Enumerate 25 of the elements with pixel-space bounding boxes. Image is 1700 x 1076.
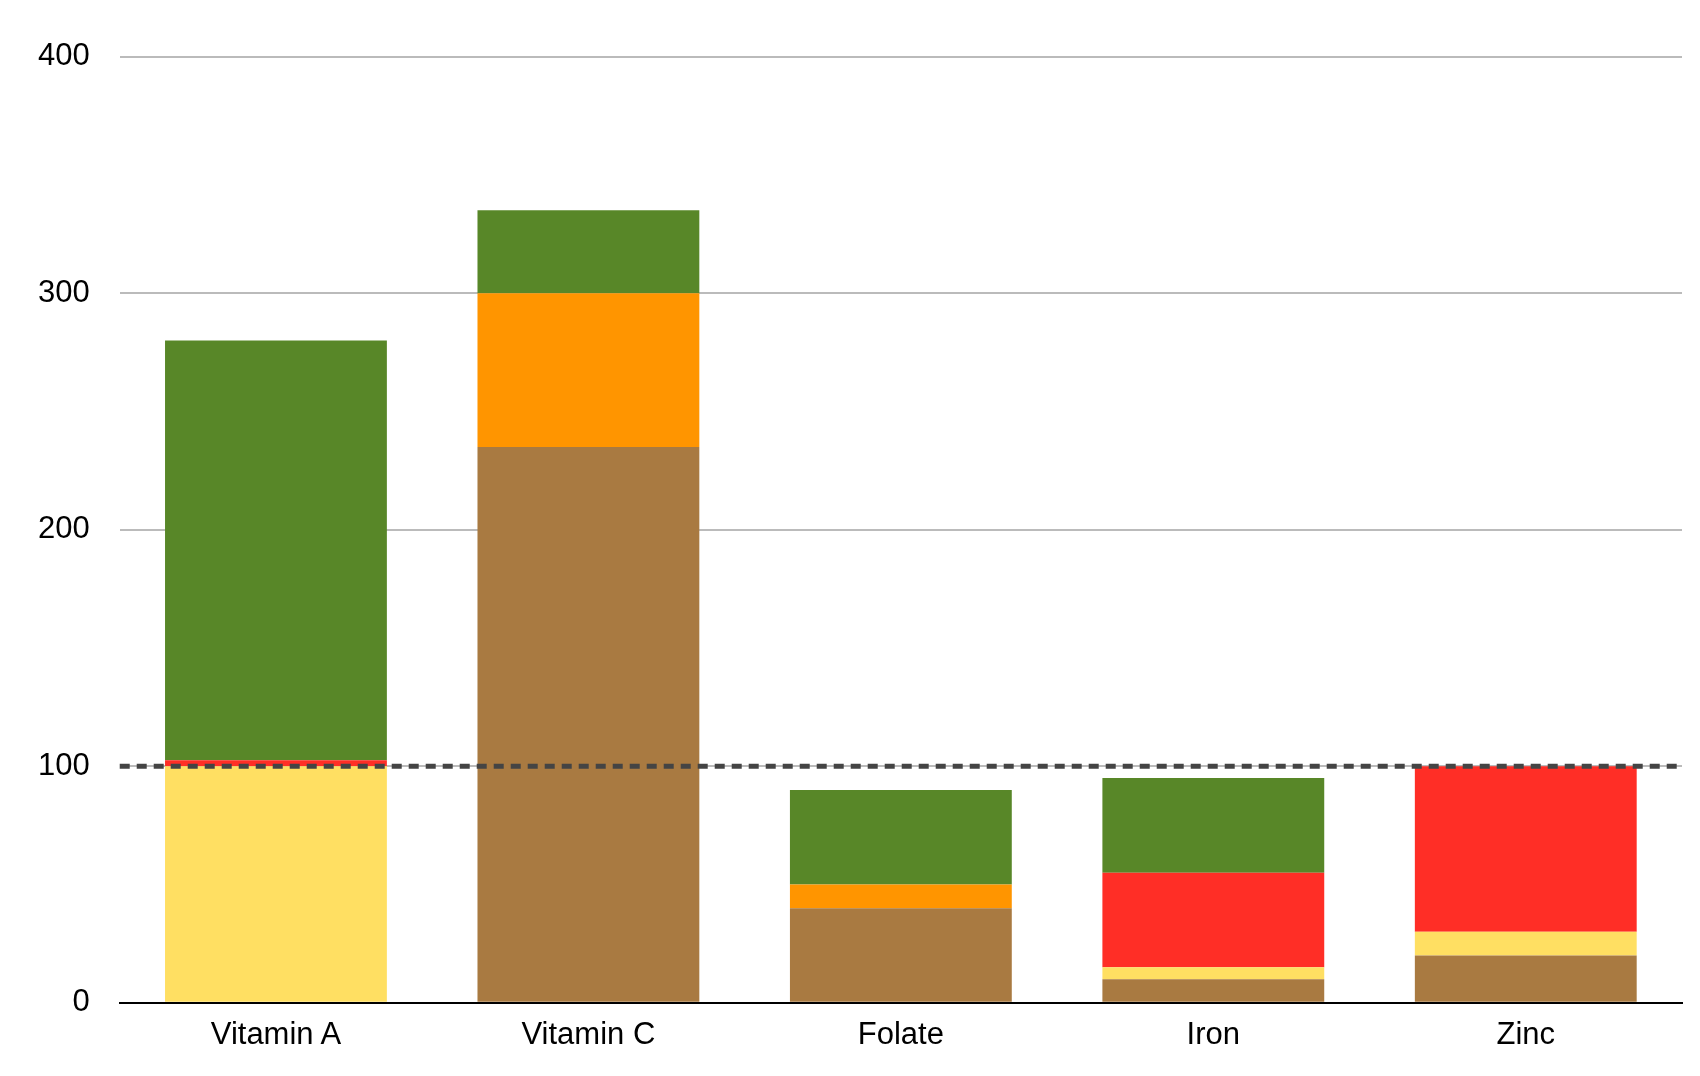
x-tick-label: Zinc [1496, 1015, 1556, 1051]
bar [1414, 931, 1637, 956]
bar [1102, 967, 1325, 980]
bar [1102, 778, 1325, 873]
x-tick-label: Vitamin C [521, 1015, 656, 1051]
bar [165, 766, 387, 1002]
y-tick-label: 300 [37, 273, 90, 309]
bar [477, 446, 700, 1002]
bar [477, 210, 700, 294]
x-tick-label: Vitamin A [210, 1015, 342, 1051]
bar [789, 789, 1012, 885]
y-tick-label: 200 [37, 510, 90, 546]
bar [789, 908, 1012, 1002]
bar [789, 884, 1012, 909]
bar [1414, 955, 1637, 1002]
bar [1102, 872, 1325, 968]
bar [1414, 766, 1637, 932]
y-tick-label: 0 [72, 983, 90, 1019]
x-tick-label: Iron [1186, 1015, 1241, 1051]
bar [165, 340, 387, 761]
x-tick-label: Folate [857, 1015, 944, 1051]
bar [477, 293, 700, 447]
y-tick-label: 100 [37, 746, 90, 782]
y-tick-label: 400 [37, 37, 90, 73]
bar [1102, 979, 1325, 1002]
